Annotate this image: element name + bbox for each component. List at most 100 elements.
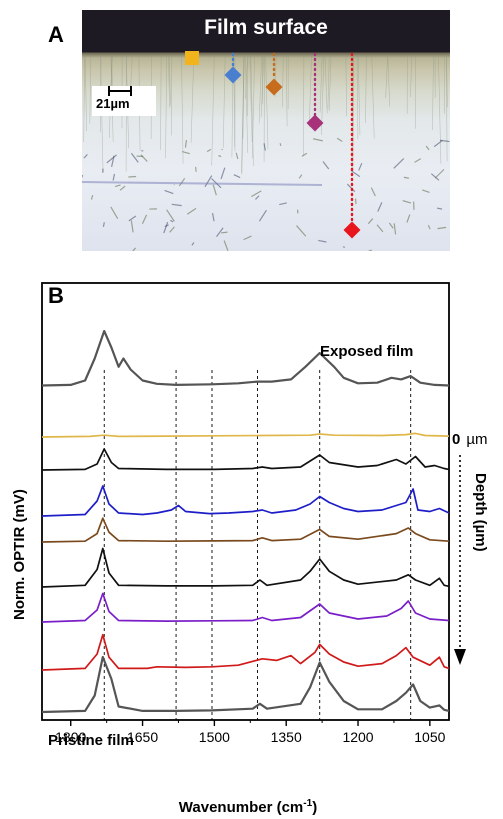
- crack-mark: [169, 226, 175, 233]
- crack-mark: [296, 225, 307, 237]
- pristine-film-label: Pristine film: [48, 732, 134, 749]
- crack-mark: [182, 150, 190, 155]
- surface-streak: [303, 54, 305, 156]
- spectrum-line: [41, 655, 450, 714]
- crack-mark: [318, 239, 327, 243]
- depth-markers: [185, 51, 361, 239]
- surface-marker: [185, 51, 199, 65]
- crack-mark: [393, 158, 405, 169]
- depth-marker: [224, 66, 242, 84]
- surface-streak: [345, 54, 347, 117]
- x-tick-label: 1200: [342, 729, 373, 745]
- crack-mark: [233, 174, 241, 179]
- spectrum-line: [41, 633, 450, 671]
- crack-mark: [437, 226, 447, 230]
- crack-mark: [184, 139, 188, 148]
- crack-mark: [164, 224, 169, 228]
- surface-streak: [328, 54, 332, 112]
- crack-mark: [393, 223, 397, 235]
- surface-streak: [83, 54, 85, 142]
- micrograph: Film surface 21µm: [82, 10, 450, 251]
- crack-mark: [186, 207, 197, 215]
- crack-mark: [425, 145, 430, 151]
- crack-mark: [204, 175, 213, 188]
- spectrum-line: [41, 517, 450, 543]
- surface-streak: [438, 54, 442, 164]
- crack-mark: [128, 215, 137, 222]
- surface-streak: [324, 54, 328, 114]
- crack-mark: [216, 227, 224, 238]
- scale-bar: 21µm: [92, 86, 156, 116]
- crack-mark: [414, 158, 422, 163]
- crack-mark: [433, 140, 443, 148]
- spectrum-line: [41, 485, 450, 517]
- crack-mark: [191, 242, 195, 246]
- crack-mark: [106, 154, 117, 164]
- crack-mark: [322, 161, 330, 170]
- surface-streak: [319, 54, 323, 113]
- crack-mark: [298, 174, 303, 179]
- x-tick-label: 1350: [271, 729, 302, 745]
- x-tick-label: 1650: [127, 729, 158, 745]
- crack-mark: [367, 249, 372, 251]
- crack-mark: [223, 240, 229, 251]
- surface-streak: [190, 54, 195, 144]
- surface-streak: [168, 54, 171, 106]
- surface-streak: [265, 54, 269, 150]
- crack-mark: [83, 154, 88, 159]
- surface-streak: [168, 54, 170, 108]
- crack-mark: [350, 170, 361, 178]
- crack-mark: [110, 206, 119, 220]
- crack-mark: [211, 178, 222, 189]
- crack-mark: [171, 203, 182, 207]
- surface-streak: [446, 54, 448, 108]
- crack-mark: [132, 247, 137, 251]
- crack-mark: [358, 162, 363, 171]
- crack-mark: [279, 202, 287, 206]
- crack-mark: [112, 173, 116, 181]
- crack-mark: [402, 200, 412, 204]
- crack-mark: [102, 222, 105, 227]
- crack-mark: [140, 154, 148, 162]
- surface-streak: [445, 54, 448, 162]
- surface-streak: [258, 54, 263, 124]
- spectrum-line: [41, 547, 450, 588]
- crack-mark: [376, 224, 384, 233]
- surface-streak: [308, 54, 312, 128]
- surface-streak: [385, 54, 388, 99]
- crack-mark: [406, 214, 411, 223]
- depth-marker: [265, 78, 283, 96]
- surface-streak: [244, 54, 249, 99]
- crack-mark: [243, 235, 252, 241]
- crack-mark: [130, 152, 139, 163]
- crack-mark: [258, 209, 267, 222]
- surface-streak: [371, 54, 375, 139]
- micrograph-texture: [82, 54, 450, 251]
- spectrum-line: [41, 432, 450, 438]
- depth-axis-label: Depth (µm): [472, 473, 489, 552]
- crack-mark: [255, 195, 260, 200]
- panel-b-label: B: [48, 283, 64, 308]
- x-tick-label: 1050: [414, 729, 445, 745]
- x-tick-label: 1500: [199, 729, 230, 745]
- crack-mark: [90, 195, 94, 200]
- depth-marker: [343, 221, 361, 239]
- surface-streak: [222, 54, 226, 148]
- crack-mark: [114, 184, 121, 188]
- crack-mark: [388, 222, 394, 229]
- crack-mark: [251, 190, 262, 198]
- surface-streak: [165, 54, 168, 159]
- surface-streak: [181, 54, 184, 164]
- surface-streak: [410, 54, 413, 97]
- crack-mark: [206, 148, 212, 153]
- surface-streak: [365, 54, 367, 124]
- surface-streak: [260, 54, 265, 118]
- crack-mark: [82, 181, 323, 186]
- depth-marker: [306, 114, 324, 132]
- crack-mark: [163, 221, 169, 234]
- crack-mark: [436, 207, 443, 210]
- crack-mark: [342, 246, 346, 248]
- plot-frame: [41, 282, 450, 721]
- crack-mark: [119, 185, 126, 191]
- spectrum-line: [41, 592, 450, 623]
